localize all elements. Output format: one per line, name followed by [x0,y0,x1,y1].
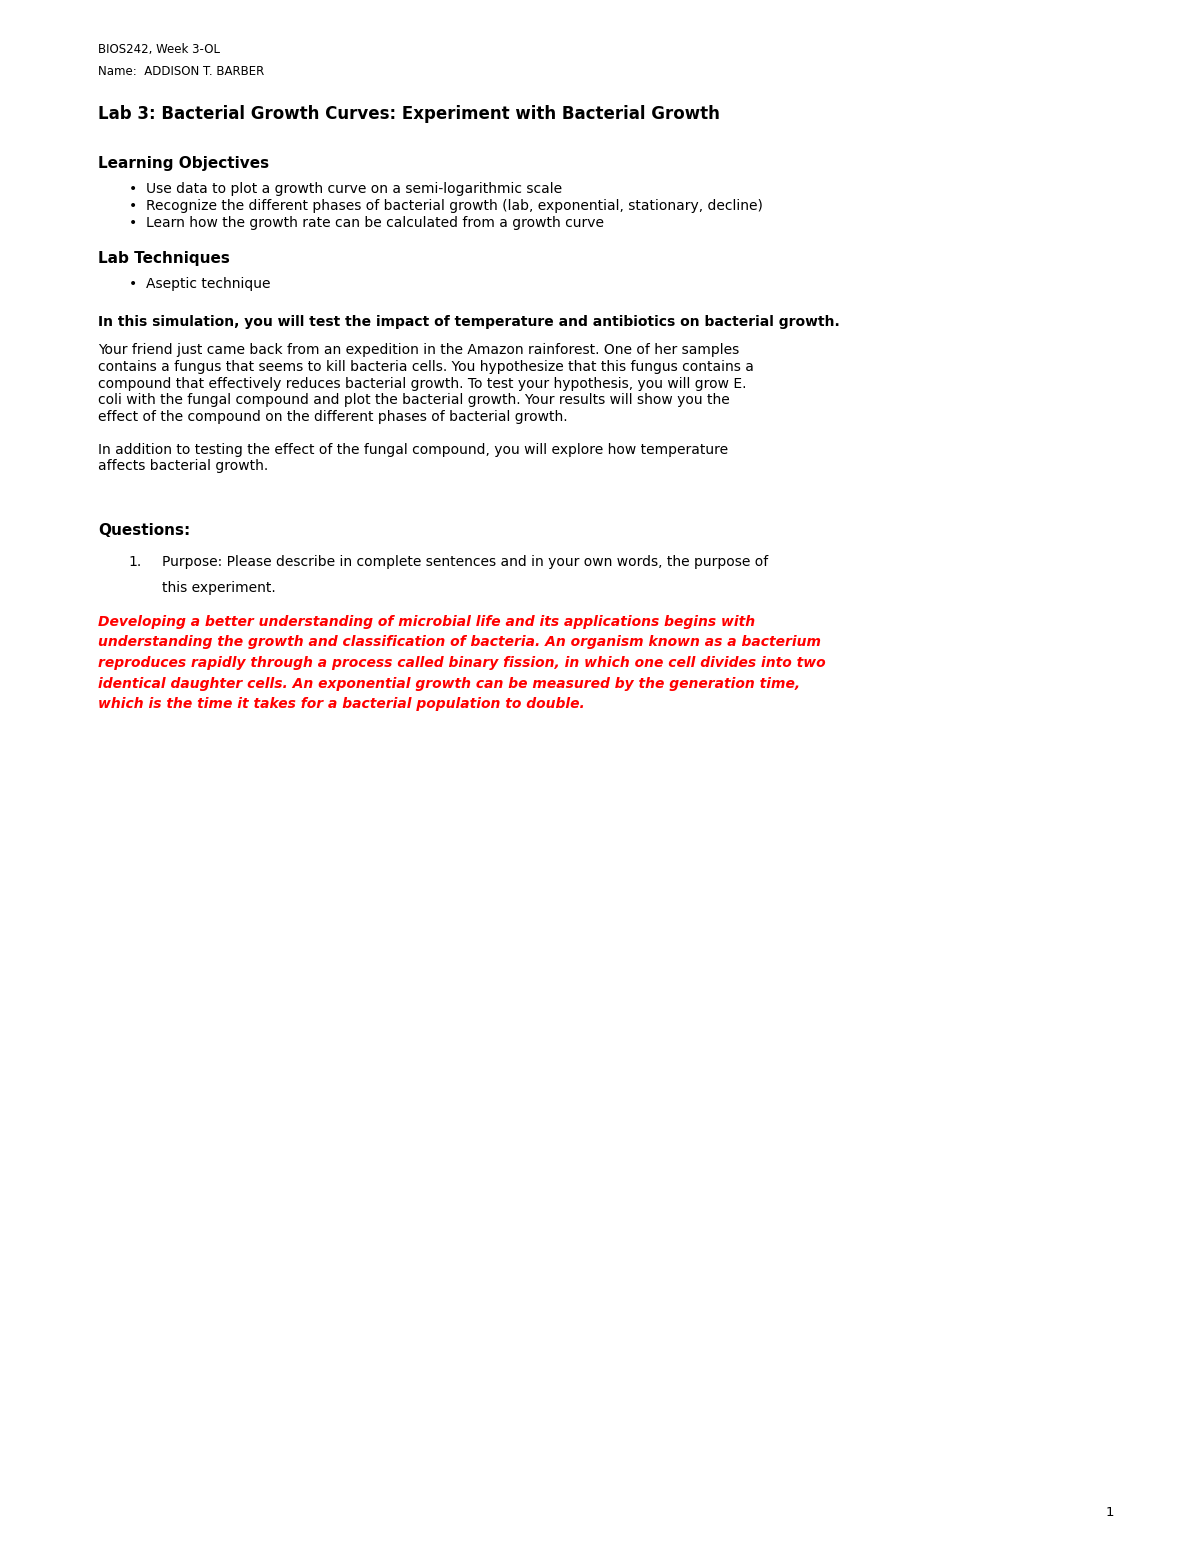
Text: this experiment.: this experiment. [162,581,276,595]
Text: compound that effectively reduces bacterial growth. To test your hypothesis, you: compound that effectively reduces bacter… [98,376,746,391]
Text: Learn how the growth rate can be calculated from a growth curve: Learn how the growth rate can be calcula… [146,216,605,230]
Text: •: • [128,216,137,230]
Text: Use data to plot a growth curve on a semi-logarithmic scale: Use data to plot a growth curve on a sem… [146,182,563,196]
Text: Lab Techniques: Lab Techniques [98,252,230,266]
Text: •: • [128,199,137,213]
Text: •: • [128,182,137,196]
Text: •: • [128,278,137,292]
Text: BIOS242, Week 3-OL: BIOS242, Week 3-OL [98,43,221,56]
Text: reproduces rapidly through a process called binary fission, in which one cell di: reproduces rapidly through a process cal… [98,655,826,671]
Text: In this simulation, you will test the impact of temperature and antibiotics on b: In this simulation, you will test the im… [98,315,840,329]
Text: Aseptic technique: Aseptic technique [146,278,271,292]
Text: which is the time it takes for a bacterial population to double.: which is the time it takes for a bacteri… [98,697,586,711]
Text: Name:  ADDISON T. BARBER: Name: ADDISON T. BARBER [98,65,265,78]
Text: 1.: 1. [128,554,142,568]
Text: affects bacterial growth.: affects bacterial growth. [98,460,269,474]
Text: contains a fungus that seems to kill bacteria cells. You hypothesize that this f: contains a fungus that seems to kill bac… [98,360,755,374]
Text: Purpose: Please describe in complete sentences and in your own words, the purpos: Purpose: Please describe in complete sen… [162,554,768,568]
Text: Your friend just came back from an expedition in the Amazon rainforest. One of h: Your friend just came back from an exped… [98,343,739,357]
Text: Learning Objectives: Learning Objectives [98,155,270,171]
Text: Lab 3: Bacterial Growth Curves: Experiment with Bacterial Growth: Lab 3: Bacterial Growth Curves: Experime… [98,104,720,123]
Text: Developing a better understanding of microbial life and its applications begins : Developing a better understanding of mic… [98,615,756,629]
Text: identical daughter cells. An exponential growth can be measured by the generatio: identical daughter cells. An exponential… [98,677,800,691]
Text: In addition to testing the effect of the fungal compound, you will explore how t: In addition to testing the effect of the… [98,443,728,457]
Text: understanding the growth and classification of bacteria. An organism known as a : understanding the growth and classificat… [98,635,821,649]
Text: coli with the fungal compound and plot the bacterial growth. Your results will s: coli with the fungal compound and plot t… [98,393,730,407]
Text: effect of the compound on the different phases of bacterial growth.: effect of the compound on the different … [98,410,568,424]
Text: Recognize the different phases of bacterial growth (lab, exponential, stationary: Recognize the different phases of bacter… [146,199,763,213]
Text: 1: 1 [1105,1506,1115,1519]
Text: Questions:: Questions: [98,522,191,537]
